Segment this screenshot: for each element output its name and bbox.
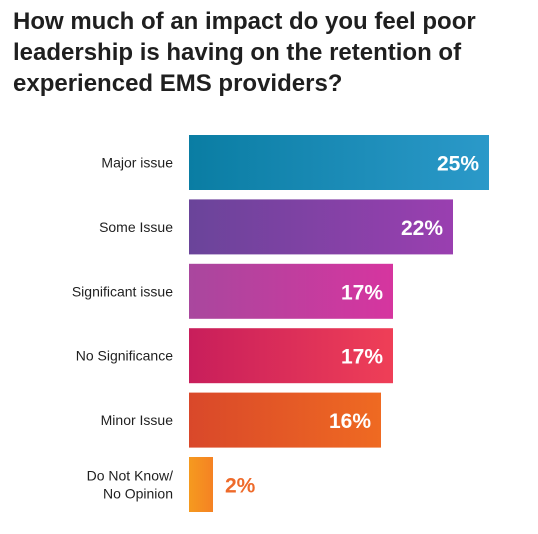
bar	[189, 135, 489, 190]
category-label: Some Issue	[99, 219, 173, 235]
category-label: No Significance	[76, 348, 173, 364]
category-label: Major issue	[101, 155, 173, 171]
bar	[189, 392, 381, 448]
category-label: Significant issue	[72, 283, 173, 299]
bar	[189, 328, 393, 384]
value-label: 22%	[401, 217, 443, 240]
bars-group: Major issue 25% Some Issue 22% Significant i…	[72, 135, 489, 512]
value-label: 17%	[341, 346, 383, 369]
value-label: 2%	[225, 475, 256, 498]
bar	[189, 263, 393, 319]
category-label: Minor Issue	[101, 412, 174, 428]
chart-title: How much of an impact do you feel poor l…	[13, 8, 476, 97]
value-label: 17%	[341, 281, 383, 304]
value-label: 25%	[437, 153, 479, 176]
bar	[189, 457, 213, 512]
value-label: 16%	[329, 410, 371, 433]
category-label: Do Not Know/No Opinion	[87, 468, 173, 502]
bar	[189, 199, 453, 255]
